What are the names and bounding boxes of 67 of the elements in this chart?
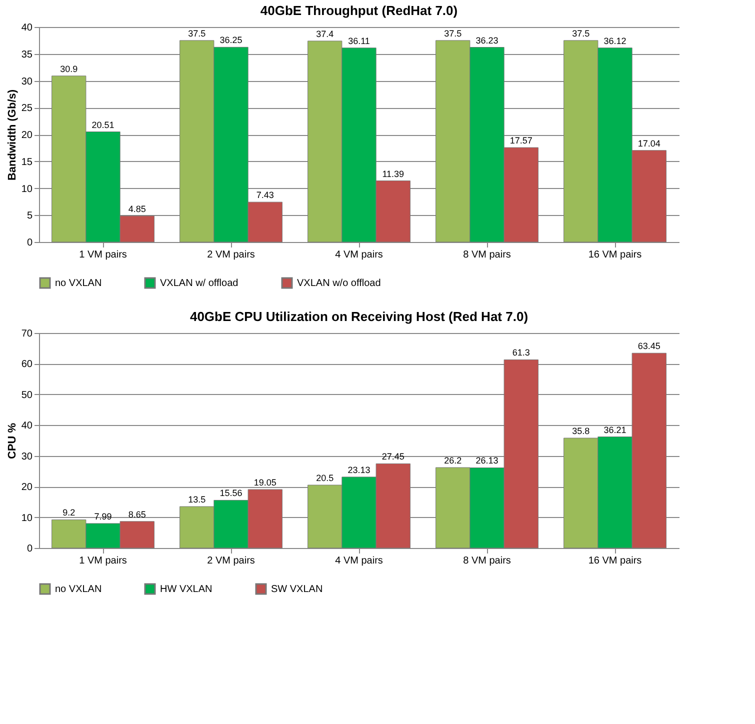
x-tick-label: 16 VM pairs <box>588 556 642 566</box>
x-tick-label: 8 VM pairs <box>463 556 511 566</box>
y-tick-label: 20 <box>21 482 33 494</box>
legend-label: VXLAN w/ offload <box>160 278 238 289</box>
data-label: 30.9 <box>60 64 78 74</box>
y-tick-label: 25 <box>21 103 33 114</box>
data-label: 9.2 <box>62 508 76 518</box>
data-label: 26.2 <box>444 456 462 466</box>
x-tick-label: 2 VM pairs <box>207 556 255 566</box>
data-label: 23.13 <box>348 464 370 475</box>
data-label: 13.5 <box>188 494 206 505</box>
data-label: 63.45 <box>638 341 660 352</box>
y-axis-title: Bandwidth (Gb/s) <box>6 89 18 181</box>
y-tick-label: 40 <box>21 420 33 432</box>
x-tick-label: 1 VM pairs <box>79 556 127 566</box>
y-tick-label: 50 <box>21 390 33 401</box>
data-label: 8.65 <box>128 509 146 520</box>
x-tick-label: 4 VM pairs <box>335 556 383 566</box>
data-label: 37.5 <box>572 28 590 38</box>
data-label: 20.5 <box>316 473 334 484</box>
data-label: 35.8 <box>572 426 590 436</box>
y-tick-label: 0 <box>26 544 33 554</box>
data-label: 19.05 <box>254 477 276 488</box>
data-label: 27.45 <box>382 452 404 462</box>
chart-title: 40GbE Throughput (RedHat 7.0) <box>260 3 458 18</box>
y-tick-label: 5 <box>26 210 33 222</box>
x-tick-label: 1 VM pairs <box>79 250 127 260</box>
x-tick-label: 4 VM pairs <box>335 250 383 260</box>
chart-title: 40GbE CPU Utilization on Receiving Host (Red Hat 7.0) <box>190 309 528 324</box>
y-axis-title: CPU % <box>6 422 18 460</box>
y-tick-label: 60 <box>21 359 33 370</box>
legend-label: VXLAN w/o offload <box>297 278 381 289</box>
data-label: 36.12 <box>604 36 626 46</box>
data-label: 4.85 <box>128 204 146 214</box>
y-tick-label: 30 <box>21 76 33 88</box>
data-label: 37.5 <box>188 28 206 38</box>
x-tick-label: 8 VM pairs <box>463 250 511 260</box>
legend-label: no VXLAN <box>55 278 102 289</box>
data-label: 37.5 <box>444 28 462 38</box>
y-tick-label: 30 <box>21 451 33 462</box>
y-tick-label: 35 <box>21 49 33 60</box>
data-label: 17.57 <box>510 136 532 146</box>
data-label: 17.04 <box>638 138 660 148</box>
x-tick-label: 16 VM pairs <box>588 250 642 260</box>
y-tick-label: 15 <box>21 156 33 168</box>
legend-label: HW VXLAN <box>160 584 212 595</box>
data-label: 15.56 <box>220 488 242 498</box>
y-tick-label: 40 <box>21 22 33 34</box>
data-label: 20.51 <box>92 120 114 130</box>
data-label: 7.99 <box>94 511 112 522</box>
data-label: 36.25 <box>220 35 242 46</box>
x-tick-label: 2 VM pairs <box>207 250 255 260</box>
data-label: 11.39 <box>382 168 404 179</box>
y-tick-label: 70 <box>21 328 33 340</box>
data-label: 26.13 <box>476 456 498 466</box>
data-label: 61.3 <box>512 348 530 358</box>
y-tick-label: 10 <box>21 184 33 195</box>
legend-label: no VXLAN <box>55 584 102 595</box>
y-tick-label: 20 <box>21 130 33 141</box>
data-label: 7.43 <box>256 190 274 200</box>
y-tick-label: 10 <box>21 512 33 524</box>
y-tick-label: 0 <box>26 238 33 248</box>
data-label: 37.4 <box>316 28 334 39</box>
data-label: 36.23 <box>476 35 498 46</box>
data-label: 36.21 <box>604 424 626 435</box>
legend-label: SW VXLAN <box>271 584 323 595</box>
data-label: 36.11 <box>348 36 370 46</box>
